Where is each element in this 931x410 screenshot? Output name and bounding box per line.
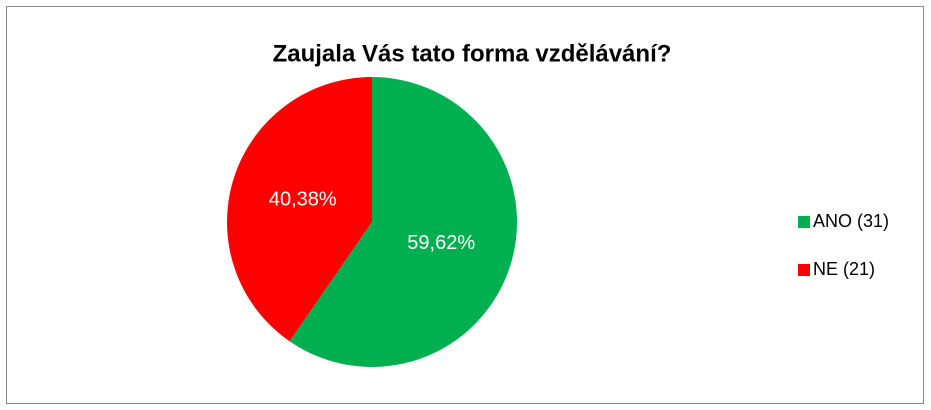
legend-swatch <box>798 216 810 228</box>
pie-slice <box>289 77 517 367</box>
data-label: 59,62% <box>407 232 475 254</box>
pie-slice <box>226 77 372 342</box>
chart-title: Zaujala Vás tato forma vzdělávání? <box>273 40 672 67</box>
legend-label: NE (21) <box>813 259 875 279</box>
data-label: 40,38% <box>269 189 337 211</box>
legend-label: ANO (31) <box>813 211 889 231</box>
legend-swatch <box>798 264 810 276</box>
